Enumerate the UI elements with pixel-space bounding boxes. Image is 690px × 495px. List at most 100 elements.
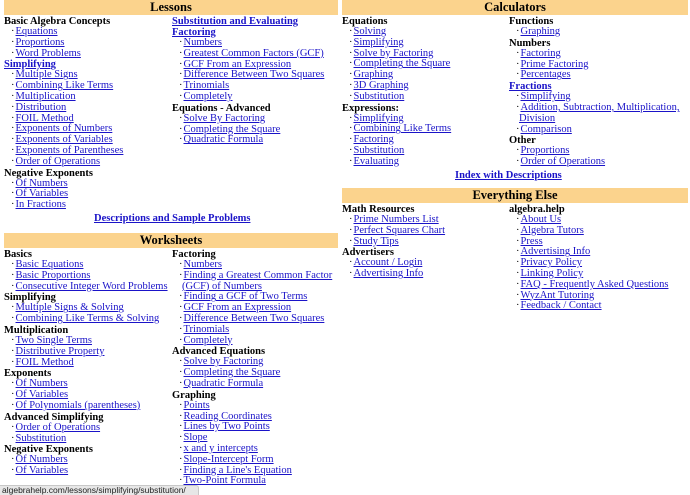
link-basic-proportions[interactable]: Basic Proportions	[15, 269, 91, 281]
link-exponents-of-numbers[interactable]: Exponents of Numbers	[15, 123, 113, 135]
link-privacy-policy[interactable]: Privacy Policy	[520, 257, 583, 269]
link-simplifying[interactable]: Simplifying	[520, 91, 571, 103]
link-wyzant-tutoring[interactable]: WyzAnt Tutoring	[520, 289, 595, 301]
link-solve-by-factoring[interactable]: Solve by Factoring	[183, 356, 264, 368]
link-lines-by-two-points[interactable]: Lines by Two Points	[183, 421, 270, 433]
link-prime-factoring[interactable]: Prime Factoring	[520, 58, 589, 70]
link-linking-policy[interactable]: Linking Policy	[520, 267, 584, 279]
link-combining-like-terms[interactable]: Combining Like Terms	[353, 123, 452, 135]
link-x-and-y-intercepts[interactable]: x and y intercepts	[183, 442, 258, 454]
link-advertising-info[interactable]: Advertising Info	[353, 268, 424, 280]
link-proportions[interactable]: Proportions	[15, 36, 65, 48]
link-evaluating[interactable]: Evaluating	[353, 155, 400, 167]
link-points[interactable]: Points	[183, 399, 210, 411]
section-heading-substitution-and-evaluating[interactable]: Substitution and Evaluating	[172, 16, 299, 27]
link-simplifying[interactable]: Simplifying	[353, 36, 404, 48]
link-finding-a-greatest-common-factor-gcf-of-numbers[interactable]: Finding a Greatest Common Factor (GCF) o…	[182, 269, 333, 292]
link-percentages[interactable]: Percentages	[520, 69, 571, 81]
link-order-of-operations[interactable]: Order of Operations	[15, 421, 101, 433]
link-solve-by-factoring[interactable]: Solve by Factoring	[353, 47, 434, 59]
link-multiplication[interactable]: Multiplication	[15, 90, 76, 102]
link-trinomials[interactable]: Trinomials	[183, 80, 230, 92]
link-feedback-contact[interactable]: Feedback / Contact	[520, 300, 602, 312]
link-of-polynomials-parentheses[interactable]: Of Polynomials (parentheses)	[15, 399, 141, 411]
link-equations[interactable]: Equations	[15, 26, 58, 37]
link-completing-the-square[interactable]: Completing the Square	[183, 367, 281, 379]
link-distributive-property[interactable]: Distributive Property	[15, 345, 105, 357]
link-gcf-from-an-expression[interactable]: GCF From an Expression	[183, 302, 292, 314]
link-3d-graphing[interactable]: 3D Graphing	[353, 79, 409, 91]
link-advertising-info[interactable]: Advertising Info	[520, 246, 591, 258]
link-multiple-signs-solving[interactable]: Multiple Signs & Solving	[15, 302, 124, 314]
link-factoring[interactable]: Factoring	[520, 47, 561, 59]
link-quadratic-formula[interactable]: Quadratic Formula	[183, 377, 264, 389]
bullet-icon: ·	[179, 58, 183, 70]
link-of-variables[interactable]: Of Variables	[15, 465, 69, 477]
link-combining-like-terms-solving[interactable]: Combining Like Terms & Solving	[15, 313, 160, 325]
link-account-login[interactable]: Account / Login	[353, 257, 423, 269]
link-gcf-from-an-expression[interactable]: GCF From an Expression	[183, 58, 292, 70]
link-word-problems[interactable]: Word Problems	[15, 47, 81, 59]
link-in-fractions[interactable]: In Fractions	[15, 199, 66, 211]
section-heading-simplifying[interactable]: Simplifying	[4, 59, 56, 71]
link-faq-frequently-asked-questions[interactable]: FAQ - Frequently Asked Questions	[520, 278, 669, 290]
link-trinomials[interactable]: Trinomials	[183, 323, 230, 335]
link-distribution[interactable]: Distribution	[15, 101, 67, 113]
link-numbers[interactable]: Numbers	[183, 37, 223, 48]
link-exponents-of-parentheses[interactable]: Exponents of Parentheses	[15, 144, 124, 156]
link-basic-equations[interactable]: Basic Equations	[15, 259, 84, 270]
link-simplifying[interactable]: Simplifying	[353, 112, 404, 124]
link-addition-subtraction-multiplication-division[interactable]: Addition, Subtraction, Multiplication, D…	[519, 101, 680, 124]
link-graphing[interactable]: Graphing	[353, 69, 394, 81]
link-finding-a-gcf-of-two-terms[interactable]: Finding a GCF of Two Terms	[183, 291, 308, 303]
link-difference-between-two-squares[interactable]: Difference Between Two Squares	[183, 69, 325, 81]
link-of-variables[interactable]: Of Variables	[15, 389, 69, 401]
section-heading-factoring[interactable]: Factoring	[172, 27, 216, 38]
link-press[interactable]: Press	[520, 235, 543, 247]
link-about-us[interactable]: About Us	[520, 214, 562, 225]
link-finding-a-line-s-equation[interactable]: Finding a Line's Equation	[183, 464, 292, 476]
link-completely[interactable]: Completely	[183, 90, 233, 102]
link-slope[interactable]: Slope	[183, 432, 208, 444]
link-completing-the-square[interactable]: Completing the Square	[353, 58, 451, 70]
link-substitution[interactable]: Substitution	[353, 144, 405, 156]
link-proportions[interactable]: Proportions	[520, 145, 570, 157]
link-foil-method[interactable]: FOIL Method	[15, 356, 74, 368]
link-foil-method[interactable]: FOIL Method	[15, 112, 74, 124]
link-multiple-signs[interactable]: Multiple Signs	[15, 69, 78, 81]
link-algebra-tutors[interactable]: Algebra Tutors	[520, 224, 584, 236]
link-two-single-terms[interactable]: Two Single Terms	[15, 334, 93, 346]
link-combining-like-terms[interactable]: Combining Like Terms	[15, 80, 114, 92]
link-graphing[interactable]: Graphing	[520, 26, 561, 37]
link-of-numbers[interactable]: Of Numbers	[15, 454, 68, 466]
link-factoring[interactable]: Factoring	[353, 134, 394, 146]
link-quadratic-formula[interactable]: Quadratic Formula	[183, 134, 264, 146]
link-solve-by-factoring[interactable]: Solve By Factoring	[183, 112, 266, 124]
section-heading-fractions[interactable]: Fractions	[509, 81, 552, 93]
link-slope-intercept-form[interactable]: Slope-Intercept Form	[183, 453, 274, 465]
link-substitution[interactable]: Substitution	[15, 432, 67, 444]
link-solving[interactable]: Solving	[353, 26, 387, 37]
link-of-numbers[interactable]: Of Numbers	[15, 177, 68, 189]
list-item: ·Combining Like Terms	[4, 80, 169, 92]
descriptions-link[interactable]: Descriptions and Sample Problems	[94, 213, 251, 224]
link-order-of-operations[interactable]: Order of Operations	[520, 156, 606, 168]
link-difference-between-two-squares[interactable]: Difference Between Two Squares	[183, 312, 325, 324]
link-prime-numbers-list[interactable]: Prime Numbers List	[353, 214, 439, 225]
link-substitution[interactable]: Substitution	[353, 90, 405, 102]
link-study-tips[interactable]: Study Tips	[353, 235, 399, 247]
link-completing-the-square[interactable]: Completing the Square	[183, 123, 281, 135]
link-comparison[interactable]: Comparison	[520, 123, 572, 135]
link-of-variables[interactable]: Of Variables	[15, 188, 69, 200]
link-greatest-common-factors-gcf[interactable]: Greatest Common Factors (GCF)	[183, 47, 324, 59]
link-two-point-formula[interactable]: Two-Point Formula	[183, 475, 266, 487]
link-of-numbers[interactable]: Of Numbers	[15, 378, 68, 390]
link-reading-coordinates[interactable]: Reading Coordinates	[183, 410, 272, 422]
link-exponents-of-variables[interactable]: Exponents of Variables	[15, 134, 113, 146]
link-completely[interactable]: Completely	[183, 334, 233, 346]
link-order-of-operations[interactable]: Order of Operations	[15, 155, 101, 167]
link-perfect-squares-chart[interactable]: Perfect Squares Chart	[353, 224, 446, 236]
link-consecutive-integer-word-problems[interactable]: Consecutive Integer Word Problems	[15, 280, 168, 292]
index-link[interactable]: Index with Descriptions	[455, 170, 562, 181]
link-numbers[interactable]: Numbers	[183, 259, 223, 270]
